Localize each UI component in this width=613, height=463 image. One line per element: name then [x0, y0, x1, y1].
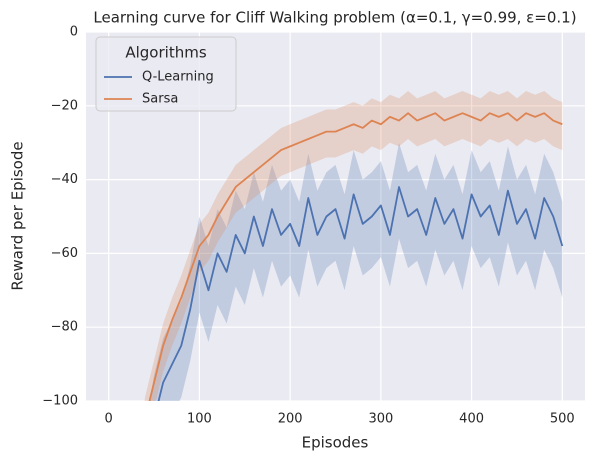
- legend: Algorithms Q-Learning Sarsa: [95, 36, 237, 112]
- marks: [144, 91, 564, 401]
- x-tick-label: 300: [368, 412, 393, 427]
- confidence-band: [144, 91, 563, 401]
- y-tick-label: −100: [42, 394, 78, 409]
- labels: −100 −80 −60 −40 −20 0 0 100 200 300 400 500: [42, 25, 574, 427]
- x-tick-label: 100: [187, 412, 212, 427]
- legend-title: Algorithms: [125, 44, 206, 62]
- y-axis-label: Reward per Episode: [9, 141, 27, 290]
- series-line: [148, 112, 563, 401]
- series-line: [157, 186, 564, 401]
- y-tick-label: −60: [51, 246, 78, 261]
- y-tick-label: −40: [51, 172, 78, 187]
- x-tick-label: 500: [550, 412, 575, 427]
- legend-box: [95, 36, 237, 112]
- chart-title: Learning curve for Cliff Walking problem…: [93, 9, 576, 27]
- x-axis-label: Episodes: [302, 434, 369, 452]
- x-tick-label: 200: [278, 412, 303, 427]
- x-tick-label: 400: [459, 412, 484, 427]
- y-tick-label: −80: [51, 320, 78, 335]
- x-tick-label: 0: [105, 412, 113, 427]
- legend-label: Sarsa: [142, 92, 178, 107]
- y-tick-label: 0: [70, 25, 78, 40]
- confidence-band: [149, 142, 563, 401]
- y-tick-label: −20: [51, 98, 78, 113]
- legend-label: Q-Learning: [142, 70, 214, 85]
